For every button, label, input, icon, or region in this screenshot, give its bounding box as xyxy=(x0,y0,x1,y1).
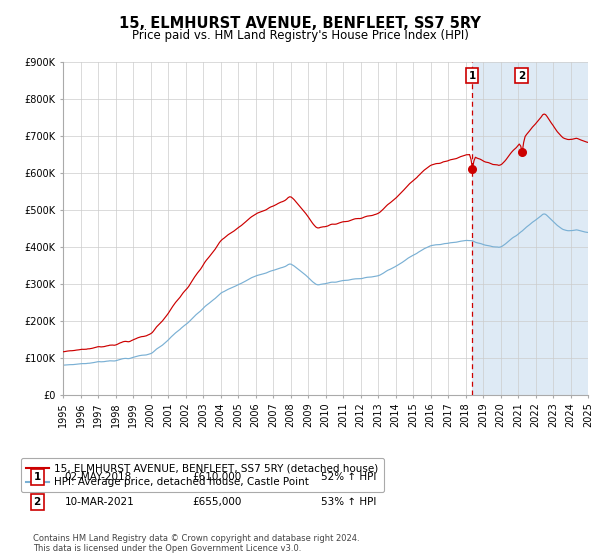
Text: 1: 1 xyxy=(34,472,41,482)
Text: 02-MAY-2018: 02-MAY-2018 xyxy=(65,472,132,482)
Legend: 15, ELMHURST AVENUE, BENFLEET, SS7 5RY (detached house), HPI: Average price, det: 15, ELMHURST AVENUE, BENFLEET, SS7 5RY (… xyxy=(21,458,384,492)
Text: 1: 1 xyxy=(469,71,476,81)
Text: 15, ELMHURST AVENUE, BENFLEET, SS7 5RY: 15, ELMHURST AVENUE, BENFLEET, SS7 5RY xyxy=(119,16,481,31)
Text: 2: 2 xyxy=(518,71,525,81)
Text: £610,000: £610,000 xyxy=(192,472,241,482)
Text: Price paid vs. HM Land Registry's House Price Index (HPI): Price paid vs. HM Land Registry's House … xyxy=(131,29,469,42)
Text: 52% ↑ HPI: 52% ↑ HPI xyxy=(321,472,376,482)
Text: 2: 2 xyxy=(34,497,41,507)
Text: Contains HM Land Registry data © Crown copyright and database right 2024.
This d: Contains HM Land Registry data © Crown c… xyxy=(33,534,359,553)
Text: 53% ↑ HPI: 53% ↑ HPI xyxy=(321,497,376,507)
Bar xyxy=(472,62,597,395)
Text: 10-MAR-2021: 10-MAR-2021 xyxy=(65,497,134,507)
Text: £655,000: £655,000 xyxy=(192,497,241,507)
